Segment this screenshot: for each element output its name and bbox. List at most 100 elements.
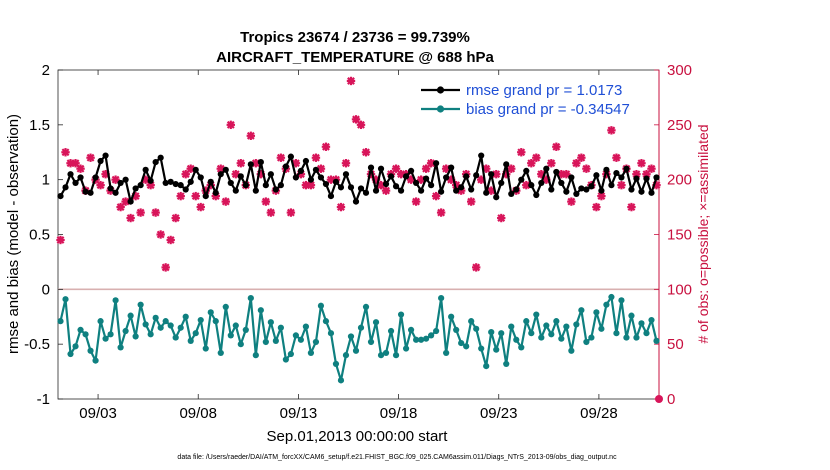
bias-series-point: [478, 345, 485, 352]
rmse-series-point: [488, 171, 495, 178]
obs-count-marker: [577, 153, 586, 162]
bias-series-point: [357, 324, 365, 331]
rmse-series-point: [518, 176, 525, 183]
obs-count-marker: [361, 148, 371, 157]
obs-marker-stroke: [312, 153, 320, 162]
rmse-series-point: [453, 187, 460, 194]
bias-series-point: [458, 339, 465, 347]
bias-series-point: [423, 335, 430, 342]
obs-marker-stroke: [552, 142, 561, 151]
rmse-series-point: [402, 173, 410, 180]
obs-marker-stroke: [191, 192, 200, 201]
obs-count-marker: [226, 120, 235, 130]
obs-marker-stroke: [246, 131, 255, 140]
bias-series-point: [127, 312, 134, 319]
bias-series-point: [558, 335, 565, 342]
rmse-series-point: [247, 161, 254, 168]
rmse-series-point: [327, 193, 335, 200]
rmse-series-point: [307, 176, 315, 183]
obs-marker-stroke: [627, 203, 636, 212]
bias-series-point: [433, 327, 440, 335]
rmse-series-point: [167, 178, 174, 185]
obs-marker-stroke: [617, 181, 626, 190]
obs-marker-stroke: [86, 153, 95, 162]
rmse-series-point: [272, 186, 279, 193]
rmse-series-point: [498, 179, 505, 187]
obs-marker-stroke: [567, 197, 576, 206]
rmse-series-point: [232, 187, 239, 194]
rmse-series-point: [493, 194, 500, 201]
obs-marker-stroke: [437, 208, 446, 217]
obs-count-marker: [517, 148, 526, 157]
bias-series-point: [372, 319, 380, 326]
y-left-tick-label: 1.5: [29, 117, 50, 134]
obs-count-marker: [286, 208, 296, 217]
bias-series-point: [87, 347, 94, 354]
bias-series-point: [117, 344, 124, 351]
chart-title-line1: Tropics 23674 / 23736 = 99.739%: [240, 29, 470, 46]
obs-marker-stroke: [357, 120, 365, 129]
bias-series-point: [217, 349, 224, 357]
bias-series-point: [232, 322, 239, 329]
rmse-series-point: [67, 171, 74, 178]
bias-series-point: [302, 323, 310, 330]
rmse-series-point: [568, 174, 575, 181]
bias-series-point: [212, 318, 219, 325]
obs-marker-stroke: [186, 164, 195, 173]
rmse-series-point: [392, 183, 400, 190]
bias-series-point: [593, 309, 600, 316]
legend-bias-swatch-marker: [436, 105, 445, 113]
obs-marker-stroke: [322, 142, 330, 151]
bias-series-point: [102, 335, 109, 342]
rmse-series-point: [558, 179, 565, 187]
obs-marker-stroke: [582, 164, 591, 173]
rmse-series-point: [277, 182, 284, 189]
rmse-series-point: [608, 182, 615, 189]
obs-marker-stroke: [632, 170, 641, 179]
obs-count-marker: [341, 159, 351, 168]
rmse-series-point: [157, 154, 164, 161]
bias-series-point: [277, 324, 284, 331]
obs-count-marker: [567, 197, 576, 206]
obs-count-marker: [146, 180, 155, 190]
obs-count-marker: [276, 153, 286, 162]
chart-title-line2: AIRCRAFT_TEMPERATURE @ 688 hPa: [216, 49, 494, 66]
rmse-series-point: [428, 182, 435, 189]
bias-series-point: [72, 343, 79, 350]
bias-series-point: [623, 334, 630, 341]
y-axis-right-label: # of obs: o=possible; ×=assimilated: [695, 124, 711, 343]
bias-series-point: [257, 307, 264, 314]
rmse-series-point: [372, 187, 380, 194]
obs-marker-stroke: [577, 153, 586, 162]
rmse-series-point: [282, 163, 289, 170]
bias-series-point: [92, 357, 99, 364]
obs-marker-stroke: [56, 236, 65, 244]
bias-series-point: [528, 330, 535, 337]
rmse-series-point: [222, 166, 229, 173]
bias-series-point: [468, 318, 475, 325]
y-axis-left-label: rmse and bias (model - observation): [5, 114, 22, 354]
bias-series-point: [628, 312, 635, 319]
rmse-series-point: [62, 184, 69, 191]
bias-series-point: [247, 295, 254, 302]
obs-marker-stroke: [472, 263, 481, 272]
rmse-series-point: [177, 182, 184, 189]
rmse-series-point: [543, 165, 550, 172]
bias-series-point: [563, 323, 570, 330]
obs-count-marker: [507, 164, 516, 173]
rmse-series-point: [362, 189, 370, 196]
obs-marker-stroke: [412, 197, 421, 206]
bias-series-point: [573, 321, 580, 328]
bias-series-point: [227, 332, 234, 339]
y-left-tick-label: 2: [42, 62, 50, 79]
obs-marker-stroke: [432, 192, 441, 201]
obs-count-marker: [261, 197, 271, 206]
obs-marker-stroke: [517, 148, 526, 157]
bias-series-point: [192, 330, 199, 337]
rmse-series-point: [72, 179, 79, 187]
rmse-series-point: [267, 171, 274, 178]
obs-count-marker: [381, 186, 391, 195]
bias-series-point: [418, 336, 425, 343]
rmse-series-point: [377, 165, 385, 172]
